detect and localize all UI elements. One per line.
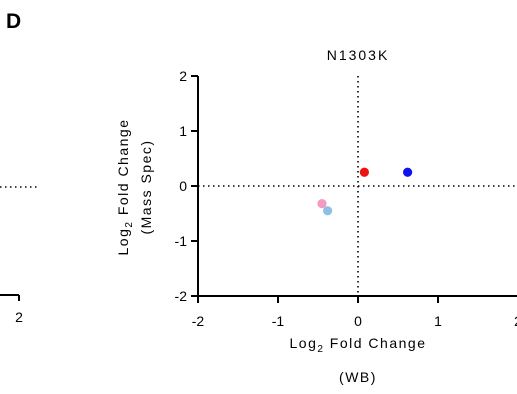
x-axis-ticks: -2 -1 0 1 2 xyxy=(192,296,517,329)
x-axis-label-subscript: 2 xyxy=(317,344,324,355)
left-panel-fragment: 2 xyxy=(0,186,40,325)
x-axis-label-line2: (WB) xyxy=(339,369,377,385)
left-fragment-tick-label: 2 xyxy=(15,309,23,325)
y-axis-label: Log2 Fold Change xyxy=(115,119,135,256)
y-tick-label: -2 xyxy=(175,288,188,304)
data-point xyxy=(403,167,413,177)
y-tick-label: 2 xyxy=(179,68,187,84)
y-axis-label-subscript: 2 xyxy=(124,221,135,228)
x-tick-label: 2 xyxy=(514,313,517,329)
panel-label: D xyxy=(6,10,21,33)
x-axis-label: Log2 Fold Change xyxy=(290,335,427,355)
data-point xyxy=(317,199,327,209)
x-tick-label: -1 xyxy=(272,313,285,329)
x-tick-label: 0 xyxy=(354,313,362,329)
data-points xyxy=(317,167,413,216)
y-tick-label: 1 xyxy=(179,123,187,139)
y-axis-label-line2: (Mass Spec) xyxy=(138,139,154,234)
data-point xyxy=(359,167,369,177)
chart-title: N1303K xyxy=(327,47,390,63)
x-tick-label: 1 xyxy=(434,313,442,329)
y-axis-ticks: -2 -1 0 1 2 xyxy=(175,68,198,304)
data-point xyxy=(323,206,333,216)
y-tick-label: 0 xyxy=(179,178,187,194)
x-tick-label: -2 xyxy=(192,313,205,329)
y-tick-label: -1 xyxy=(175,233,188,249)
